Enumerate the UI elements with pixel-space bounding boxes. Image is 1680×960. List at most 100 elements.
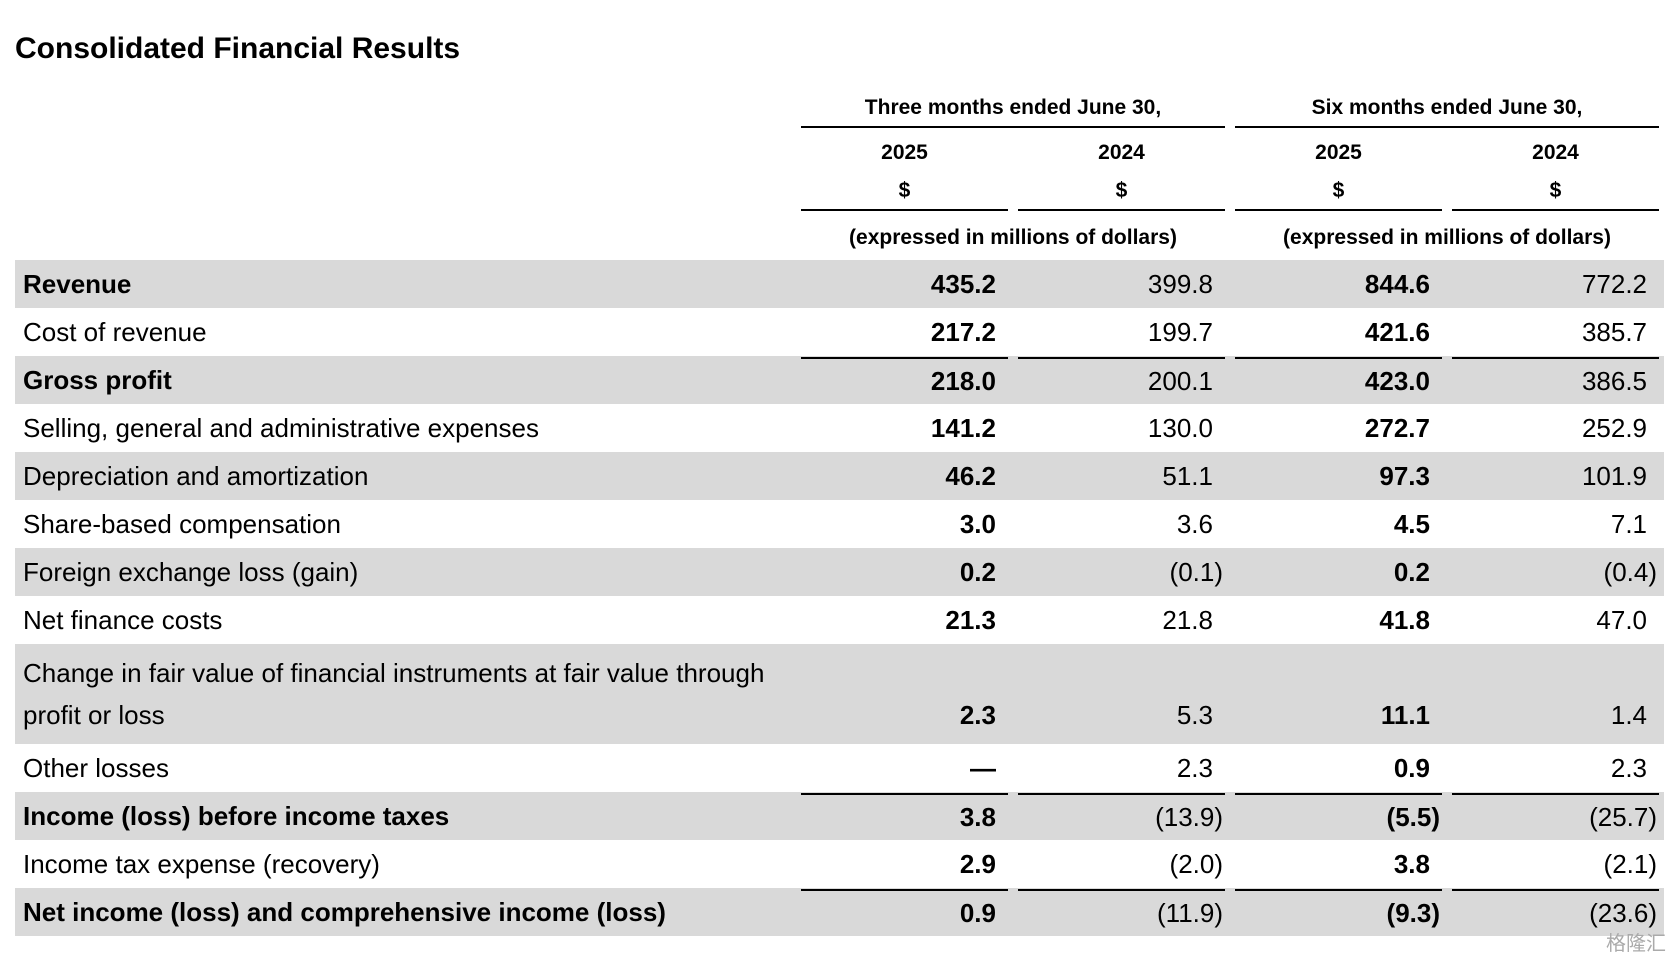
blank (15, 174, 796, 216)
value-cell: — (796, 744, 1013, 792)
value: 421.6 (1364, 317, 1430, 347)
value-cell: (2.1) (1447, 840, 1664, 888)
value: (5.5) (1235, 793, 1442, 839)
row-label: Gross profit (15, 356, 796, 404)
header-row: (expressed in millions of dollars) (expre… (15, 216, 1664, 260)
value: 252.9 (1581, 413, 1648, 443)
value: (25.7) (1452, 793, 1660, 839)
value-cell: 272.7 (1230, 404, 1447, 452)
value-cell: (11.9) (1013, 888, 1230, 936)
value: 51.1 (1162, 461, 1213, 491)
year-cell: 2025 (796, 132, 1013, 174)
row-label: Share-based compensation (23, 509, 341, 539)
header-row: 2025 2024 2025 2024 (15, 132, 1664, 174)
financial-table: Three months ended June 30, Six months en… (15, 92, 1665, 936)
value: 3.0 (959, 509, 996, 539)
value-cell: 4.5 (1230, 500, 1447, 548)
row-label: Depreciation and amortization (15, 452, 796, 500)
row-label: Net finance costs (23, 605, 223, 635)
value: 435.2 (930, 269, 996, 299)
value-cell: 11.1 (1230, 644, 1447, 744)
row-label: Revenue (15, 260, 796, 308)
value-cell: 772.2 (1447, 260, 1665, 308)
value: (0.4) (1603, 557, 1658, 587)
value-cell: 21.8 (1013, 596, 1230, 644)
value: 97.3 (1379, 461, 1430, 491)
header-row: Three months ended June 30, Six months en… (15, 92, 1664, 132)
header-row: $ $ $ $ (15, 174, 1664, 216)
value: 2.3 (959, 700, 996, 730)
value: (13.9) (1018, 793, 1225, 839)
value-cell: (2.0) (1013, 840, 1230, 888)
value: 5.3 (1176, 700, 1213, 730)
title: Consolidated Financial Results (15, 32, 461, 65)
value-cell: 3.8 (796, 792, 1013, 840)
table-row: Net finance costs 21.3 21.8 41.8 47.0 (15, 596, 1664, 644)
value: 7.1 (1610, 509, 1648, 539)
value-cell: 21.3 (796, 596, 1013, 644)
row-label: Selling, general and administrative expe… (23, 413, 539, 443)
value: (2.0) (1169, 849, 1223, 879)
row-label: Foreign exchange loss (gain) (15, 548, 796, 596)
value-cell: 386.5 (1447, 356, 1665, 404)
row-label: Change in fair value of financial instru… (15, 644, 796, 744)
blank (15, 92, 796, 132)
currency: $ (1235, 179, 1442, 211)
value: 199.7 (1147, 317, 1213, 347)
value-cell: (0.1) (1013, 548, 1230, 596)
table-row: Change in fair value of financial instru… (15, 644, 1665, 744)
table-body: Three months ended June 30, Six months en… (15, 92, 1665, 936)
value: 0.2 (959, 557, 996, 587)
value-cell: 423.0 (1230, 356, 1447, 404)
table-row: Revenue 435.2 399.8 844.6 772.2 (15, 260, 1665, 308)
value: 272.7 (1364, 413, 1430, 443)
table-row: Share-based compensation 3.0 3.6 4.5 7.1 (15, 500, 1664, 548)
value: 3.6 (1176, 509, 1213, 539)
value-cell: 218.0 (796, 356, 1013, 404)
table-row: Net income (loss) and comprehensive inco… (15, 888, 1665, 936)
value-cell: 3.6 (1013, 500, 1230, 548)
value: 399.8 (1147, 269, 1213, 299)
row-label: Income (loss) before income taxes (15, 792, 796, 840)
value-cell: 130.0 (1013, 404, 1230, 452)
table-row: Cost of revenue 217.2 199.7 421.6 385.7 (15, 308, 1664, 356)
blank (15, 132, 796, 174)
row-label: Other losses (23, 753, 169, 783)
units-cell: (expressed in millions of dollars) (796, 216, 1230, 260)
value: (9.3) (1235, 889, 1442, 935)
value-cell: (13.9) (1013, 792, 1230, 840)
units: (expressed in millions of dollars) (849, 226, 1177, 249)
table-row: Income (loss) before income taxes 3.8 (13.… (15, 792, 1665, 840)
value: 217.2 (930, 317, 996, 347)
value: 130.0 (1147, 413, 1213, 443)
blank (15, 216, 796, 260)
table-row: Selling, general and administrative expe… (15, 404, 1664, 452)
table-row: Income tax expense (recovery) 2.9 (2.0) 3.8… (15, 840, 1664, 888)
year: 2025 (881, 141, 928, 164)
value-cell: 200.1 (1013, 356, 1230, 404)
row-label: Net income (loss) and comprehensive inco… (15, 888, 796, 936)
value-cell: 141.2 (796, 404, 1013, 452)
value-cell: 1.4 (1447, 644, 1665, 744)
value-cell: 2.3 (796, 644, 1013, 744)
value-cell: 3.8 (1230, 840, 1447, 888)
value: (23.6) (1452, 889, 1660, 935)
currency-cell: $ (1230, 174, 1447, 216)
value-cell: (9.3) (1230, 888, 1447, 936)
value-cell: (25.7) (1447, 792, 1665, 840)
year-cell: 2024 (1447, 132, 1664, 174)
value-cell: 0.9 (1230, 744, 1447, 792)
value-cell: 2.3 (1447, 744, 1664, 792)
value-cell: (5.5) (1230, 792, 1447, 840)
row-label: Cost of revenue (23, 317, 207, 347)
watermark: 格隆汇 (1606, 931, 1666, 955)
value-cell: 844.6 (1230, 260, 1447, 308)
table-row: Other losses — 2.3 0.9 2.3 (15, 744, 1664, 792)
value: 200.1 (1018, 357, 1225, 403)
value-cell: 51.1 (1013, 452, 1230, 500)
value: 4.5 (1393, 509, 1430, 539)
value-cell: 252.9 (1447, 404, 1664, 452)
value: — (970, 753, 996, 783)
units-cell: (expressed in millions of dollars) (1230, 216, 1664, 260)
